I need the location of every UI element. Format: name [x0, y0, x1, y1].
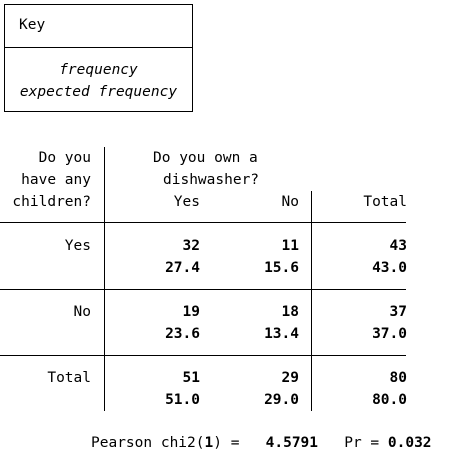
col-label-total: Total: [363, 194, 407, 210]
row-label-no: No: [73, 304, 91, 320]
cell-yes-no-expected: 15.6: [264, 260, 299, 276]
chi2-label: Pearson chi2(: [91, 435, 205, 451]
row-rule-1: [0, 289, 406, 290]
header-rule: [0, 222, 406, 223]
col-header-line-2: dishwasher?: [163, 172, 260, 188]
cell-yes-total-freq: 43: [389, 238, 407, 254]
cell-no-total-freq: 37: [389, 304, 407, 320]
cell-yes-no-freq: 11: [281, 238, 299, 254]
row-label-total: Total: [47, 370, 91, 386]
key-frequency: frequency: [59, 62, 138, 78]
row-header-line-3: children?: [12, 194, 91, 210]
row-rule-2: [0, 355, 406, 356]
col-label-no: No: [281, 194, 299, 210]
cell-no-no-expected: 13.4: [264, 326, 299, 342]
cell-yes-total-expected: 43.0: [372, 260, 407, 276]
cell-yes-yes-expected: 27.4: [165, 260, 200, 276]
cell-total-total-freq: 80: [389, 370, 407, 386]
cell-total-yes-expected: 51.0: [165, 392, 200, 408]
cell-no-total-expected: 37.0: [372, 326, 407, 342]
stub-separator: [104, 147, 105, 411]
total-separator: [311, 191, 312, 411]
col-header-line-1: Do you own a: [153, 150, 258, 166]
chi2-statistic-line: Pearson chi2(1) = 4.5791 Pr = 0.032: [91, 434, 432, 452]
pr-label: Pr =: [344, 435, 380, 451]
cell-total-no-expected: 29.0: [264, 392, 299, 408]
cell-yes-yes-freq: 32: [182, 238, 200, 254]
row-header-line-1: Do you: [38, 150, 91, 166]
chi2-equals: ) =: [213, 435, 240, 451]
col-label-yes: Yes: [173, 194, 200, 210]
pr-value: 0.032: [387, 435, 432, 451]
chi2-value: 4.5791: [265, 435, 319, 451]
row-label-yes: Yes: [64, 238, 91, 254]
row-header-line-2: have any: [21, 172, 91, 188]
key-title: Key: [19, 17, 46, 33]
cell-total-yes-freq: 51: [182, 370, 200, 386]
cell-total-no-freq: 29: [281, 370, 299, 386]
key-divider: [4, 47, 193, 48]
cell-total-total-expected: 80.0: [372, 392, 407, 408]
cell-no-yes-expected: 23.6: [165, 326, 200, 342]
chi2-df: 1: [204, 435, 214, 451]
cell-no-yes-freq: 19: [182, 304, 200, 320]
key-expected-frequency: expected frequency: [19, 84, 178, 100]
key-box: [4, 4, 193, 112]
cell-no-no-freq: 18: [281, 304, 299, 320]
